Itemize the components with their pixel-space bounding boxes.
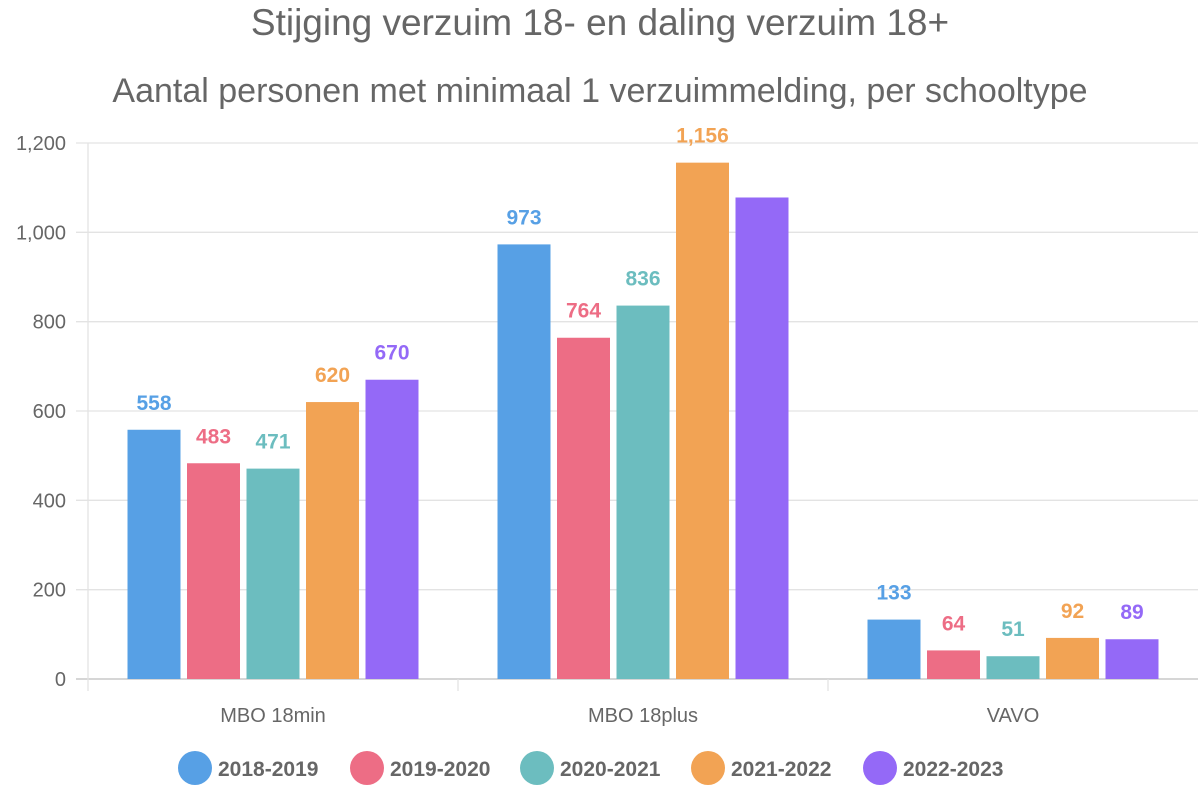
legend-item[interactable]: 2021-2022 — [691, 751, 831, 785]
y-tick-label: 800 — [33, 312, 66, 334]
x-axis-ticks: MBO 18min MBO 18plus VAVO — [220, 705, 1039, 727]
bar-value-label: 471 — [255, 431, 290, 454]
bar-value-label: 620 — [315, 364, 350, 387]
legend-label: 2019-2020 — [390, 758, 490, 781]
bar-value-label: 558 — [136, 392, 171, 415]
bar — [365, 379, 419, 679]
bar-value-label: 764 — [566, 300, 601, 323]
bar — [306, 402, 359, 679]
data-labels: 558 483 471 620 670 973 764 836 1,156 133 64 51 92 89 — [136, 125, 1143, 642]
bar — [735, 197, 789, 679]
bar — [127, 429, 181, 679]
bar — [867, 619, 921, 679]
legend-item[interactable]: 2018-2019 — [178, 751, 318, 785]
y-tick-label: 1,200 — [16, 133, 66, 155]
legend: 2018-2019 2019-2020 2020-2021 2021-2022 2022… — [178, 751, 1003, 785]
legend-swatch — [863, 751, 897, 785]
chart-title: Stijging verzuim 18- en daling verzuim 1… — [251, 2, 949, 43]
bar-value-label: 51 — [1001, 618, 1025, 641]
legend-label: 2022-2023 — [903, 758, 1003, 781]
y-tick-label: 400 — [33, 490, 66, 512]
legend-item[interactable]: 2019-2020 — [350, 751, 490, 785]
legend-swatch — [178, 751, 212, 785]
bar — [927, 650, 980, 679]
x-tick-label: MBO 18plus — [588, 705, 698, 727]
bars — [127, 162, 1159, 680]
bar — [986, 656, 1040, 679]
bar — [187, 463, 240, 679]
bar — [616, 305, 670, 679]
bar-value-label: 133 — [876, 582, 911, 605]
bar-value-label: 670 — [374, 342, 409, 365]
y-tick-label: 1,000 — [16, 222, 66, 244]
legend-label: 2021-2022 — [731, 758, 831, 781]
bar — [1105, 639, 1159, 679]
y-tick-label: 0 — [55, 669, 66, 691]
bar — [676, 162, 729, 680]
legend-swatch — [520, 751, 554, 785]
y-tick-label: 200 — [33, 580, 66, 602]
bar-value-label: 836 — [625, 268, 660, 291]
bar — [497, 244, 551, 680]
legend-item[interactable]: 2022-2023 — [863, 751, 1003, 785]
bar — [557, 337, 610, 679]
bar-value-label: 64 — [942, 612, 966, 635]
y-tick-label: 600 — [33, 401, 66, 423]
x-tick-label: MBO 18min — [220, 705, 326, 727]
bar-value-label: 1,156 — [676, 125, 729, 148]
bar-value-label: 89 — [1120, 601, 1143, 624]
bar-value-label: 92 — [1061, 600, 1084, 623]
legend-swatch — [691, 751, 725, 785]
bar — [246, 468, 300, 679]
bar-value-label: 483 — [196, 425, 231, 448]
legend-label: 2020-2021 — [560, 758, 661, 781]
bar — [1046, 637, 1099, 679]
legend-swatch — [350, 751, 384, 785]
legend-item[interactable]: 2020-2021 — [520, 751, 661, 785]
legend-label: 2018-2019 — [218, 758, 318, 781]
bar-value-label: 973 — [506, 206, 541, 229]
chart-subtitle: Aantal personen met minimaal 1 verzuimme… — [112, 72, 1087, 110]
x-tick-label: VAVO — [987, 705, 1040, 727]
y-axis-ticks: 0 200 400 600 800 1,000 1,200 — [16, 133, 66, 691]
